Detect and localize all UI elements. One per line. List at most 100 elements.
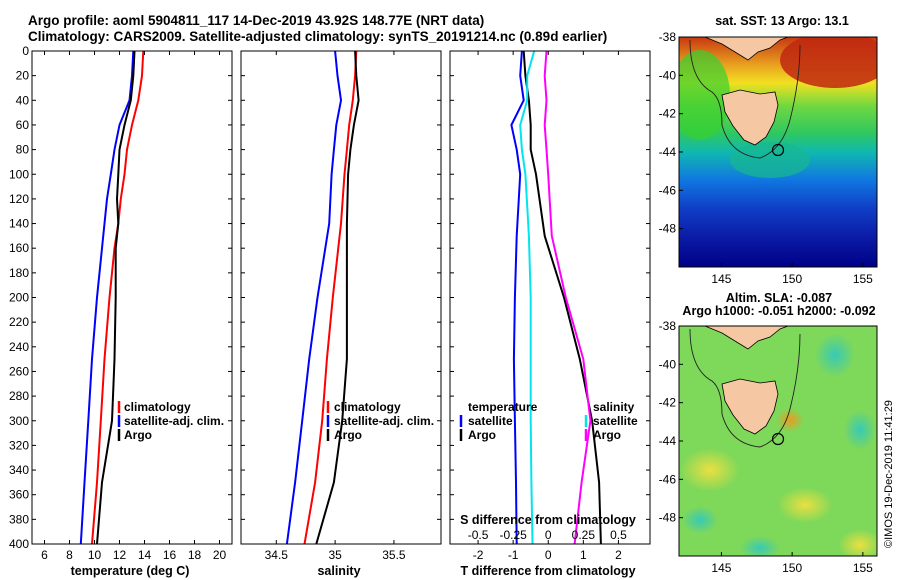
salinity-plot-frame: [240, 50, 442, 545]
sla-low-blob: [844, 410, 876, 450]
map-x-tick-label: 150: [782, 272, 802, 286]
depth-tick-label: 100: [9, 167, 29, 181]
shelf-contour: [689, 39, 801, 159]
sst-map-axes: 145 150 155 -38 -40 -42 -44 -46 -48: [659, 30, 874, 286]
difference-x-label: T difference from climatology: [460, 564, 635, 578]
sst-map-field: [679, 37, 877, 267]
temperature-axes: 0 20 40 60 80 100 120 140 160 180 200 220 240 260 280 3…: [9, 44, 232, 562]
series-satellite-adj-clim-line: [285, 51, 342, 544]
series-temperature-argo-line: [522, 51, 602, 544]
series-argo-line: [96, 51, 136, 544]
x-tick-label: 14: [138, 548, 152, 562]
s-diff-tick-label: 0.25: [572, 528, 596, 542]
map-x-tick-label: 150: [782, 561, 802, 575]
map-y-tick-label: -46: [659, 472, 677, 486]
legend-satellite-label: satellite-adj. clim.: [334, 414, 434, 428]
depth-tick-label: 220: [9, 315, 29, 329]
s-diff-tick-label: -0.25: [499, 528, 527, 542]
temperature-panel: 0 20 40 60 80 100 120 140 160 180 200 220 240 260 280 3…: [9, 44, 233, 578]
temperature-difference-legend: temperature satellite Argo: [459, 400, 538, 442]
depth-tick-label: 360: [9, 488, 29, 502]
series-argo-line: [315, 51, 360, 544]
depth-tick-label: 280: [9, 389, 29, 403]
legend-argo-label: Argo: [334, 428, 362, 442]
map-y-tick-label: -38: [659, 30, 677, 44]
map-x-tick-label: 155: [853, 561, 873, 575]
legend-satellite-label: satellite-adj. clim.: [124, 414, 224, 428]
x-tick-label: 18: [188, 548, 202, 562]
legend-temperature-title: temperature: [468, 400, 538, 414]
x-tick-label: 6: [41, 548, 48, 562]
salinity-difference-ticks: -0.5 -0.25 0 0.25 0.5: [468, 528, 627, 542]
sst-green-patch: [679, 50, 730, 140]
sla-map-subtitle: Argo h1000: -0.051 h2000: -0.092: [682, 304, 875, 318]
salinity-x-label: salinity: [317, 564, 360, 578]
depth-tick-label: 340: [9, 463, 29, 477]
salinity-series: [285, 51, 360, 544]
sst-map-title: sat. SST: 13 Argo: 13.1: [715, 14, 849, 28]
salinity-difference-legend: salinity satellite Argo: [584, 400, 638, 442]
depth-tick-label: 40: [16, 93, 30, 107]
x-tick-label: -1: [508, 548, 519, 562]
series-salinity-satellite-line: [519, 51, 536, 544]
legend-climatology-label: climatology: [334, 400, 401, 414]
argo-float-marker: [771, 143, 785, 157]
map-y-tick-label: -38: [659, 319, 677, 333]
s-diff-tick-label: -0.5: [468, 528, 489, 542]
map-x-tick-label: 155: [853, 272, 873, 286]
map-y-tick-label: -42: [659, 107, 677, 121]
difference-series: [510, 51, 602, 544]
x-tick-label: -2: [473, 548, 484, 562]
map-y-tick-label: -48: [659, 222, 677, 236]
difference-top-label: S difference from climatology: [460, 513, 636, 527]
legend-salinity-argo-label: Argo: [593, 428, 621, 442]
tasmania: [721, 378, 779, 435]
map-y-tick-label: -46: [659, 183, 677, 197]
x-tick-label: 0: [545, 548, 552, 562]
salinity-panel: 34.5 35 35.5 salinity climatology satellit…: [240, 50, 442, 578]
s-diff-tick-label: 0.5: [610, 528, 627, 542]
legend-argo-label: Argo: [124, 428, 152, 442]
figure-title-line2: Climatology: CARS2009. Satellite-adjuste…: [28, 29, 608, 44]
temperature-series: [79, 51, 145, 544]
series-climatology-line: [91, 51, 145, 544]
series-climatology-line: [303, 51, 358, 544]
argo-float-marker: [771, 432, 785, 446]
difference-panel: -2 -1 0 1 2 T difference from climatology S …: [449, 50, 651, 578]
imos-watermark: ©IMOS 19-Dec-2019 11:41:29: [883, 400, 895, 548]
sla-map: Altim. SLA: -0.087 Argo h1000: -0.051 h2…: [659, 291, 878, 575]
x-tick-label: 1: [580, 548, 587, 562]
depth-tick-label: 240: [9, 340, 29, 354]
map-y-tick-label: -48: [659, 511, 677, 525]
x-tick-label: 35: [328, 548, 342, 562]
x-tick-label: 2: [615, 548, 622, 562]
depth-tick-label: 320: [9, 438, 29, 452]
legend-temperature-satellite-label: satellite: [468, 414, 513, 428]
sla-low-blob: [815, 333, 855, 377]
salinity-axes: 34.5 35 35.5: [241, 50, 441, 562]
series-satellite-adj-clim-line: [79, 51, 135, 544]
legend-salinity-satellite-label: satellite: [593, 414, 638, 428]
map-x-tick-label: 145: [711, 272, 731, 286]
series-salinity-argo-line: [543, 51, 592, 544]
figure-title-line1: Argo profile: aoml 5904811_117 14-Dec-20…: [28, 13, 485, 28]
mainland-australia: [679, 326, 789, 350]
map-y-tick-label: -40: [659, 68, 677, 82]
x-tick-label: 10: [88, 548, 102, 562]
sla-map-title: Altim. SLA: -0.087: [726, 291, 832, 305]
depth-tick-label: 180: [9, 266, 29, 280]
depth-tick-label: 380: [9, 512, 29, 526]
depth-tick-label: 60: [16, 118, 30, 132]
x-tick-label: 8: [66, 548, 73, 562]
depth-tick-label: 160: [9, 241, 29, 255]
shelf-contour: [689, 328, 801, 448]
x-tick-label: 12: [113, 548, 127, 562]
temperature-x-label: temperature (deg C): [71, 564, 190, 578]
temperature-legend: climatology satellite-adj. clim. Argo: [117, 400, 224, 442]
depth-tick-label: 140: [9, 217, 29, 231]
tasmania: [721, 89, 779, 146]
x-tick-label: 16: [163, 548, 177, 562]
map-x-tick-label: 145: [711, 561, 731, 575]
depth-tick-label: 80: [16, 143, 30, 157]
